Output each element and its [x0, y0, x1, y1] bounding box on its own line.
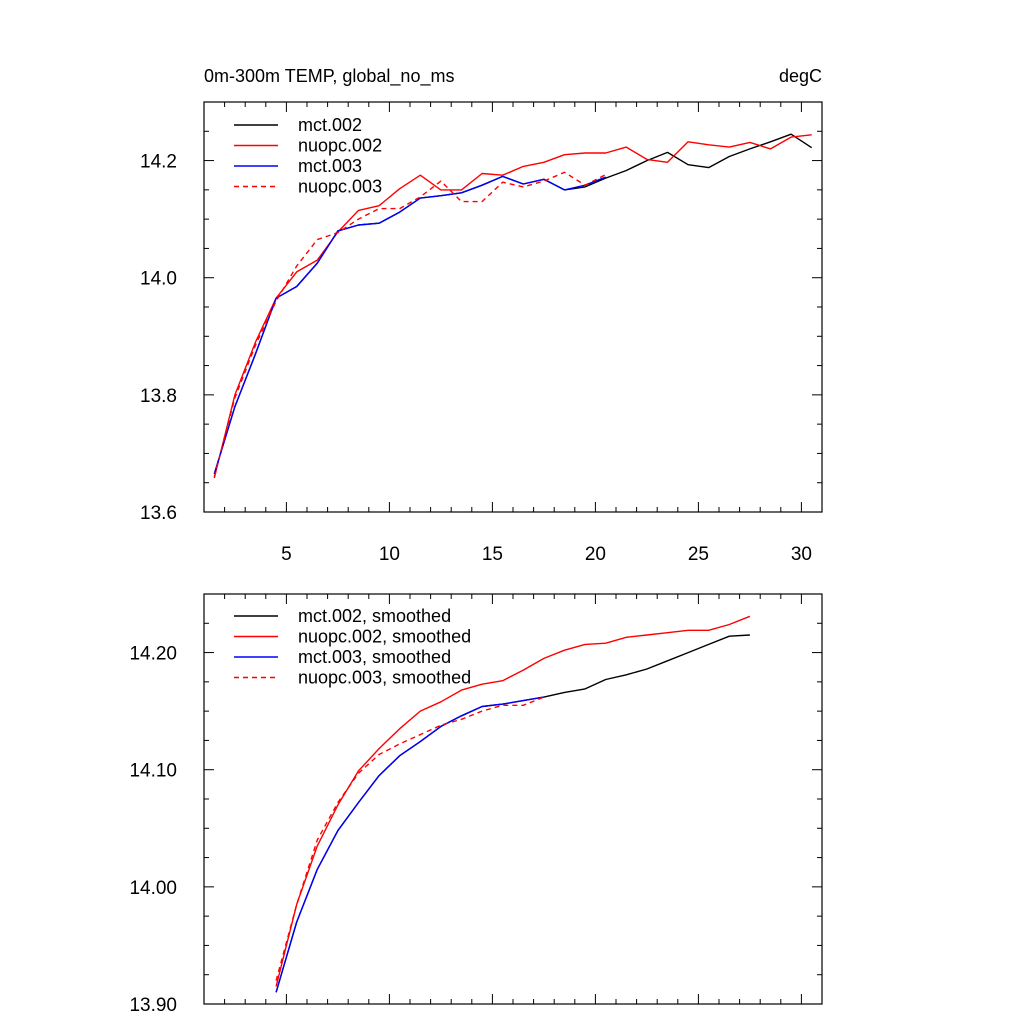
series-line [213, 134, 812, 479]
y-tick-label: 14.0 [140, 269, 177, 290]
series-line [213, 171, 607, 478]
top-panel: 0m-300m TEMP, global_no_ms degC 5 10 15 20 2… [140, 66, 823, 565]
series-line [275, 696, 545, 993]
legend-label: mct.003, smoothed [298, 647, 451, 667]
series-line [275, 615, 751, 987]
x-tick-label: 30 [791, 544, 812, 565]
legend-label: nuopc.003 [298, 177, 382, 197]
x-tick-label: 5 [281, 544, 292, 565]
series-line [275, 634, 750, 993]
y-tick-label: 14.20 [129, 644, 177, 665]
x-tick-label: 20 [585, 544, 606, 565]
legend-label: mct.003 [298, 156, 362, 176]
y-tick-label: 14.2 [140, 152, 177, 173]
chart-units: degC [779, 66, 822, 86]
y-tick-label: 14.00 [129, 878, 177, 899]
legend-label: mct.002 [298, 115, 362, 135]
series-line [275, 696, 545, 981]
legend-label: nuopc.003, smoothed [298, 668, 471, 688]
y-tick-label: 13.90 [129, 995, 177, 1016]
chart-title: 0m-300m TEMP, global_no_ms [204, 66, 454, 87]
x-tick-label: 25 [688, 544, 709, 565]
series-line [213, 175, 606, 475]
plot-frame [203, 593, 823, 1005]
y-tick-label: 14.10 [129, 761, 177, 782]
y-tick-label: 13.6 [140, 503, 177, 524]
x-tick-label: 15 [482, 544, 503, 565]
y-tick-label: 13.8 [140, 386, 177, 407]
x-tick-label: 10 [379, 544, 400, 565]
legend-label: mct.002, smoothed [298, 606, 451, 626]
legend-label: nuopc.002 [298, 136, 382, 156]
legend-label: nuopc.002, smoothed [298, 627, 471, 647]
plot-frame [203, 101, 823, 513]
